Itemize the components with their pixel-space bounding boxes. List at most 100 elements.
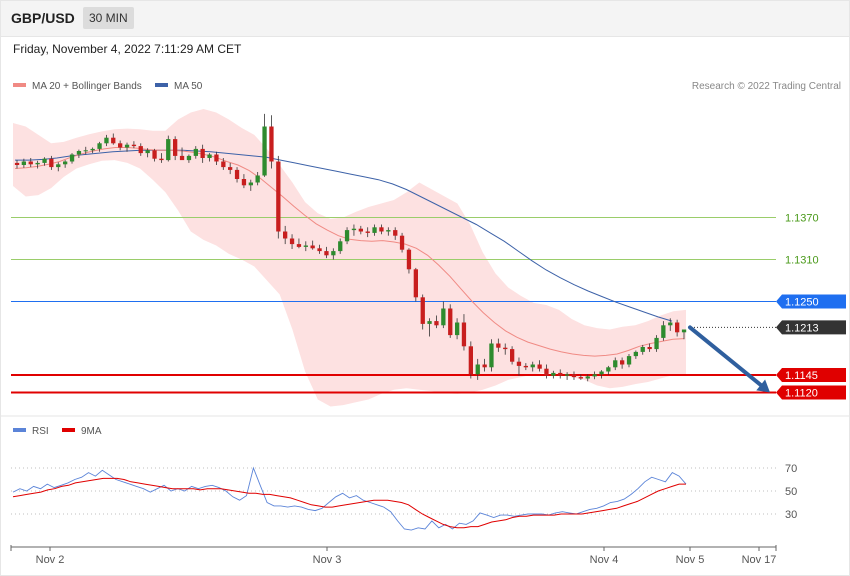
candle-body	[296, 244, 302, 247]
level-tag-1.1250	[776, 294, 846, 309]
candle-body	[585, 376, 590, 379]
candle-body	[104, 137, 109, 144]
candle-body	[56, 164, 61, 168]
candle-body	[537, 364, 542, 369]
candle-body	[90, 148, 95, 151]
timeframe-button[interactable]: 30 MIN	[83, 7, 134, 29]
candle-body	[606, 367, 611, 372]
candle-body	[83, 150, 88, 152]
candle-body	[461, 322, 467, 347]
candle-body	[200, 148, 205, 158]
candle-body	[276, 161, 281, 232]
candle-body	[626, 356, 632, 365]
candle-body	[344, 230, 350, 242]
candle-body	[379, 227, 384, 232]
legend-label-bollinger: MA 20 + Bollinger Bands	[32, 81, 142, 92]
rsi-tick-label-70: 70	[785, 463, 797, 475]
legend-label-9ma: 9MA	[81, 426, 102, 437]
candle-body	[28, 161, 33, 165]
candle-body	[406, 249, 412, 270]
candle-body	[468, 346, 473, 375]
rsi-line	[12, 466, 687, 531]
candle-body	[647, 347, 652, 350]
level-label-1.1145: 1.1145	[785, 370, 818, 382]
candle-body	[131, 144, 137, 147]
level-label-1.1250: 1.1250	[785, 297, 819, 309]
candle-body	[633, 351, 638, 357]
candle-body	[69, 154, 75, 162]
candle-body	[331, 251, 336, 256]
candle-body	[496, 343, 501, 348]
candle-body	[455, 322, 460, 336]
ma50-line	[15, 149, 673, 322]
candle-body	[599, 371, 604, 375]
legend-item-rsi: RSI	[13, 426, 49, 437]
bollinger-swatch	[13, 83, 26, 88]
candle-body	[544, 368, 549, 376]
candle-body	[654, 337, 659, 350]
legend-label-rsi: RSI	[32, 426, 49, 437]
candle-body	[427, 321, 432, 324]
candle-body	[76, 151, 82, 155]
candle-body	[578, 377, 583, 379]
candle-body	[241, 179, 247, 186]
ma50-swatch	[155, 83, 168, 88]
level-label-1.1213: 1.1213	[785, 322, 819, 334]
symbol-label: GBP/USD	[11, 10, 75, 26]
candle-body	[365, 231, 370, 233]
candle-body	[571, 374, 577, 378]
candle-body	[523, 365, 528, 368]
candle-body	[475, 364, 480, 375]
candle-body	[269, 126, 274, 162]
x-tick-label-Nov 17: Nov 17	[742, 554, 777, 566]
candle-body	[338, 241, 343, 252]
candle-body	[173, 139, 178, 156]
candle-body	[613, 360, 618, 368]
candle-body	[193, 148, 198, 156]
x-tick-label-Nov 2: Nov 2	[36, 554, 65, 566]
candle-body	[668, 322, 673, 326]
candle-body	[516, 361, 522, 366]
level-label-1.1370: 1.1370	[785, 213, 819, 225]
candle-body	[351, 228, 357, 231]
candle-body	[489, 343, 494, 368]
bollinger-band	[13, 109, 686, 407]
candle-body	[324, 251, 329, 256]
legend-item-ma50: MA 50	[155, 81, 202, 92]
x-tick-label-Nov 4: Nov 4	[590, 554, 619, 566]
candle-body	[221, 161, 226, 168]
candle-body	[214, 154, 219, 162]
x-tick-label-Nov 3: Nov 3	[313, 554, 342, 566]
candle-body	[248, 182, 253, 186]
candle-body	[441, 308, 446, 326]
legend-item-9ma: 9MA	[62, 426, 102, 437]
candle-body	[640, 347, 645, 352]
candle-body	[124, 144, 130, 148]
candle-body	[262, 126, 267, 176]
candle-body	[14, 162, 20, 165]
legend-label-ma50: MA 50	[174, 81, 203, 92]
candle-body	[413, 269, 418, 298]
candle-body	[358, 228, 363, 232]
candle-body	[434, 321, 439, 326]
candle-body	[303, 245, 308, 247]
candle-body	[372, 227, 377, 233]
forecast-arrow-shaft	[688, 325, 763, 387]
level-label-1.1310: 1.1310	[785, 255, 819, 267]
candle-body	[503, 347, 508, 350]
candle-body	[661, 325, 666, 338]
candle-body	[310, 245, 315, 249]
candle-body	[558, 372, 563, 376]
candle-body	[448, 308, 453, 336]
chart-header: GBP/USD 30 MIN	[0, 0, 850, 37]
candle-body	[228, 167, 233, 170]
candle-body	[21, 161, 26, 165]
rsi-9ma-line	[12, 477, 686, 529]
candle-body	[551, 372, 556, 376]
candle-body	[97, 143, 102, 149]
candle-body	[152, 150, 157, 159]
candle-body	[386, 230, 391, 232]
candle-body	[393, 230, 398, 236]
rsi-tick-label-30: 30	[785, 509, 797, 521]
